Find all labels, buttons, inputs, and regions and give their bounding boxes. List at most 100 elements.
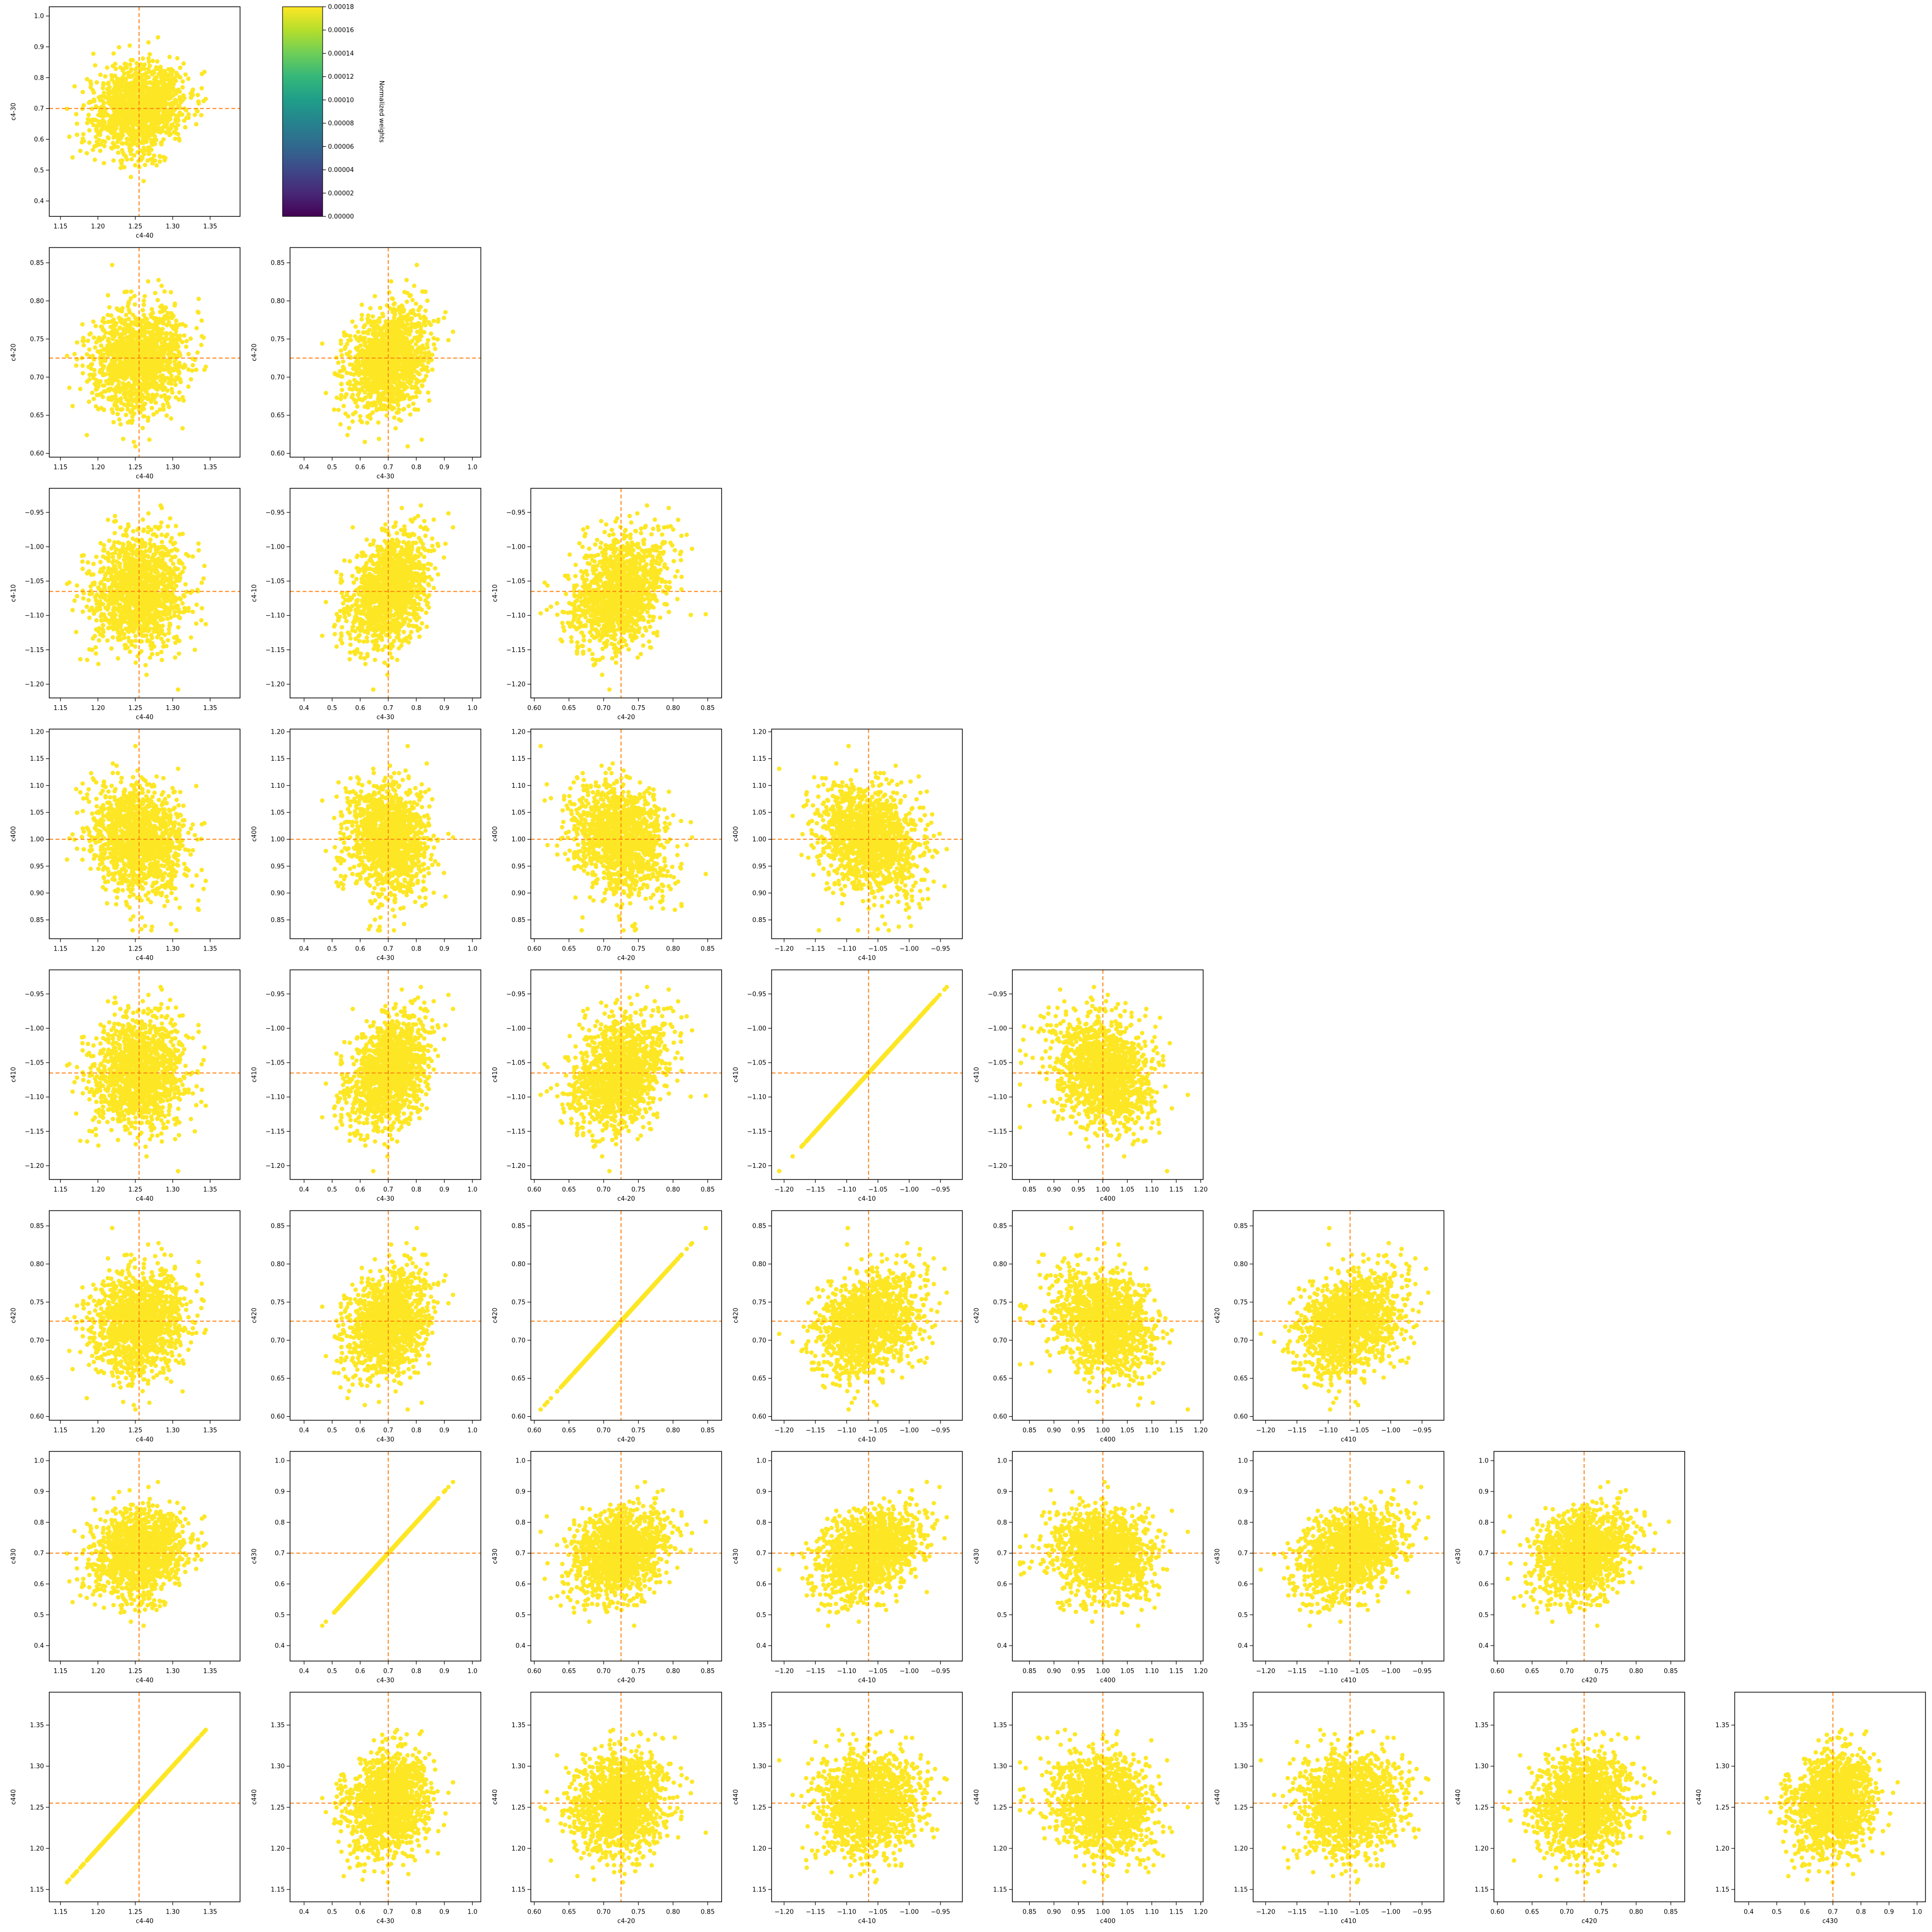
data-point <box>118 166 123 170</box>
data-point <box>387 290 392 295</box>
data-point <box>116 45 122 50</box>
data-point <box>393 386 398 391</box>
data-point <box>167 404 171 410</box>
x-tick-label: 0.9 <box>440 464 450 471</box>
data-point <box>102 383 107 388</box>
data-point <box>88 331 93 336</box>
data-point <box>418 304 423 309</box>
data-point <box>127 117 132 122</box>
data-point <box>158 304 163 309</box>
data-point <box>339 348 343 353</box>
data-point <box>186 367 191 372</box>
data-point <box>120 141 125 146</box>
data-point <box>100 395 105 399</box>
data-point <box>110 560 115 565</box>
data-point <box>436 319 440 324</box>
panel-c4-40-vs-c4-20: 1.15 1.20 1.25 1.30 1.350.600.650.700.750.80… <box>10 247 241 481</box>
data-point <box>104 571 109 576</box>
data-point <box>98 370 102 375</box>
data-point <box>367 351 371 356</box>
data-point <box>167 55 172 59</box>
data-point <box>344 392 349 397</box>
data-point <box>143 354 148 359</box>
data-point <box>195 109 200 114</box>
data-point <box>166 524 170 529</box>
data-point <box>201 576 206 581</box>
data-point <box>401 377 406 382</box>
data-point <box>172 78 177 83</box>
data-point <box>91 123 96 128</box>
data-point <box>394 308 399 313</box>
data-point <box>161 72 166 77</box>
panel-c4-30-vs-c4-20: 0.4 0.5 0.6 0.7 0.8 0.9 1.00.600.650.700.750.8… <box>251 247 482 481</box>
data-point <box>368 306 373 311</box>
data-point <box>405 444 410 449</box>
data-point <box>70 404 75 409</box>
data-point <box>408 412 413 417</box>
data-point <box>400 341 405 345</box>
data-point <box>428 331 434 336</box>
data-point <box>343 411 348 416</box>
data-point <box>115 385 120 391</box>
data-point <box>151 82 156 87</box>
data-point <box>367 345 372 350</box>
data-point <box>169 416 173 421</box>
data-point <box>170 88 174 93</box>
data-point <box>102 582 107 587</box>
data-point <box>361 351 367 355</box>
data-point <box>101 407 106 412</box>
data-point <box>106 381 111 386</box>
data-point <box>78 386 83 391</box>
data-point <box>148 333 153 338</box>
data-point <box>137 408 142 412</box>
data-point <box>381 332 386 337</box>
data-point <box>177 138 182 143</box>
data-point <box>110 381 114 386</box>
data-point <box>334 395 340 400</box>
data-point <box>350 319 355 324</box>
data-point <box>163 98 168 102</box>
axes-frame <box>49 247 241 458</box>
data-point <box>199 86 204 91</box>
data-point <box>354 380 359 384</box>
data-point <box>118 407 123 412</box>
data-point <box>91 335 97 340</box>
data-point <box>109 128 114 133</box>
data-point <box>147 52 152 57</box>
y-tick-label: 0.60 <box>30 450 44 457</box>
data-point <box>124 141 129 145</box>
data-point <box>354 370 359 375</box>
data-point <box>97 138 101 142</box>
x-tick-label: 1.15 <box>54 223 68 230</box>
data-point <box>103 356 108 361</box>
data-point <box>129 147 134 152</box>
data-point <box>423 289 428 294</box>
data-point <box>380 312 385 316</box>
data-point <box>130 329 135 334</box>
data-point <box>422 318 427 323</box>
data-point <box>159 75 164 80</box>
data-point <box>148 131 154 136</box>
data-point <box>421 378 426 383</box>
data-point <box>336 360 341 365</box>
x-tick-label: 0.8 <box>412 464 422 471</box>
data-point <box>168 331 173 336</box>
data-point <box>397 382 402 387</box>
data-point <box>119 332 124 337</box>
data-point <box>384 381 388 386</box>
data-point <box>113 344 118 349</box>
data-point <box>150 641 155 646</box>
data-point <box>420 289 425 294</box>
data-point <box>116 315 122 320</box>
data-point <box>341 330 346 335</box>
data-point <box>130 536 135 541</box>
data-point <box>160 81 165 86</box>
data-point <box>131 132 136 137</box>
data-point <box>343 344 348 350</box>
data-point <box>173 362 178 367</box>
data-point <box>124 289 129 294</box>
data-point <box>111 387 116 392</box>
data-point <box>182 118 187 123</box>
data-point <box>160 341 165 345</box>
data-point <box>411 308 416 313</box>
